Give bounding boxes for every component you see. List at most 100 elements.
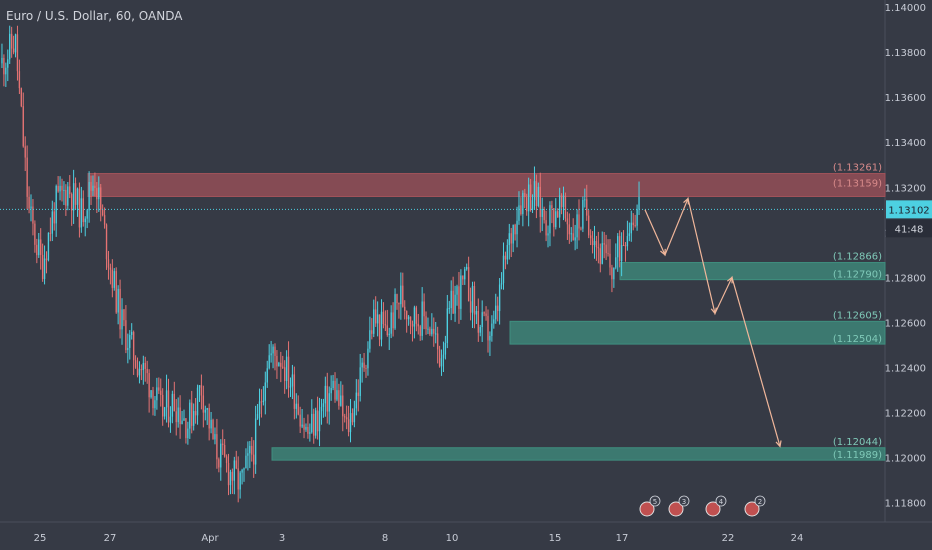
candle-body[interactable] [500, 283, 503, 285]
candle-body[interactable] [591, 238, 594, 246]
candle-body[interactable] [413, 307, 416, 327]
candle-body[interactable] [328, 393, 330, 412]
candle-body[interactable] [560, 195, 563, 208]
candle-body[interactable] [299, 414, 301, 427]
candle-body[interactable] [160, 390, 162, 395]
candle-body[interactable] [369, 330, 371, 349]
candle-body[interactable] [597, 247, 600, 249]
candle-body[interactable] [570, 233, 572, 235]
candle-body[interactable] [241, 469, 243, 473]
candle-body[interactable] [297, 403, 299, 415]
support-zone[interactable] [509, 320, 886, 345]
candle-body[interactable] [545, 220, 547, 236]
candle-body[interactable] [24, 146, 26, 158]
candle-body[interactable] [123, 309, 125, 321]
candle-body[interactable] [355, 392, 358, 409]
candle-body[interactable] [318, 411, 321, 432]
candle-body[interactable] [14, 34, 17, 53]
candle-body[interactable] [630, 222, 632, 234]
candle-body[interactable] [620, 245, 623, 262]
candle-body[interactable] [491, 323, 493, 336]
candle-body[interactable] [30, 206, 32, 209]
candle-body[interactable] [49, 232, 52, 234]
candle-body[interactable] [63, 189, 65, 191]
candle-body[interactable] [272, 346, 274, 354]
candle-body[interactable] [175, 411, 177, 423]
candle-body[interactable] [351, 413, 354, 423]
candle-body[interactable] [206, 408, 208, 410]
candle-body[interactable] [384, 324, 387, 326]
candle-body[interactable] [142, 362, 145, 371]
candle-body[interactable] [121, 309, 123, 330]
candle-body[interactable] [179, 407, 181, 425]
candle-body[interactable] [156, 387, 158, 401]
candle-body[interactable] [303, 424, 305, 430]
candle-body[interactable] [549, 205, 551, 234]
candle-body[interactable] [361, 362, 363, 368]
candle-body[interactable] [336, 390, 338, 400]
candle-body[interactable] [334, 380, 336, 400]
candle-body[interactable] [125, 320, 127, 351]
candle-body[interactable] [80, 198, 83, 228]
candle-body[interactable] [26, 157, 28, 197]
candle-body[interactable] [458, 286, 460, 309]
candle-body[interactable] [146, 368, 148, 374]
candle-body[interactable] [415, 307, 418, 324]
candle-body[interactable] [233, 460, 236, 481]
candle-body[interactable] [204, 409, 206, 413]
candle-body[interactable] [274, 346, 276, 356]
candle-body[interactable] [115, 271, 117, 313]
candle-body[interactable] [282, 366, 284, 368]
candle-body[interactable] [191, 402, 193, 426]
candle-body[interactable] [177, 407, 179, 423]
candle-body[interactable] [572, 233, 574, 241]
candle-body[interactable] [324, 385, 327, 404]
candle-body[interactable] [74, 183, 77, 205]
candle-body[interactable] [22, 106, 24, 147]
candle-body[interactable] [254, 418, 257, 465]
candle-body[interactable] [524, 193, 526, 198]
candle-body[interactable] [539, 186, 541, 217]
candle-body[interactable] [344, 416, 346, 418]
candle-body[interactable] [41, 254, 44, 280]
candle-body[interactable] [270, 353, 272, 356]
candle-body[interactable] [396, 294, 398, 304]
candle-body[interactable] [129, 334, 131, 348]
candle-body[interactable] [36, 244, 38, 256]
candle-body[interactable] [436, 333, 439, 350]
candle-body[interactable] [84, 218, 86, 223]
candle-body[interactable] [417, 323, 419, 327]
candle-body[interactable] [291, 374, 294, 387]
candle-body[interactable] [558, 195, 561, 218]
candle-body[interactable] [493, 319, 495, 324]
candle-body[interactable] [624, 245, 627, 247]
candle-body[interactable] [359, 367, 361, 396]
candle-body[interactable] [460, 275, 462, 309]
event-flag-icon[interactable] [744, 501, 760, 517]
candle-body[interactable] [431, 328, 433, 335]
candle-body[interactable] [584, 199, 586, 201]
candle-body[interactable] [212, 419, 214, 440]
candle-body[interactable] [76, 188, 79, 205]
candle-body[interactable] [547, 233, 549, 236]
candle-body[interactable] [487, 315, 489, 341]
candle-body[interactable] [18, 71, 21, 89]
candle-body[interactable] [582, 199, 584, 229]
candle-body[interactable] [373, 309, 375, 334]
candle-body[interactable] [210, 419, 212, 429]
candle-body[interactable] [229, 471, 232, 486]
candle-body[interactable] [388, 333, 390, 336]
candle-body[interactable] [475, 311, 478, 315]
candle-body[interactable] [512, 224, 514, 244]
candle-body[interactable] [70, 194, 73, 211]
candle-body[interactable] [495, 305, 497, 320]
candle-body[interactable] [469, 301, 472, 313]
candle-body[interactable] [568, 224, 571, 235]
candle-body[interactable] [285, 356, 288, 381]
candle-body[interactable] [518, 205, 520, 221]
candle-body[interactable] [113, 271, 115, 288]
candle-body[interactable] [237, 468, 239, 490]
candle-body[interactable] [508, 233, 510, 246]
candle-body[interactable] [628, 233, 631, 237]
candle-body[interactable] [345, 417, 348, 420]
